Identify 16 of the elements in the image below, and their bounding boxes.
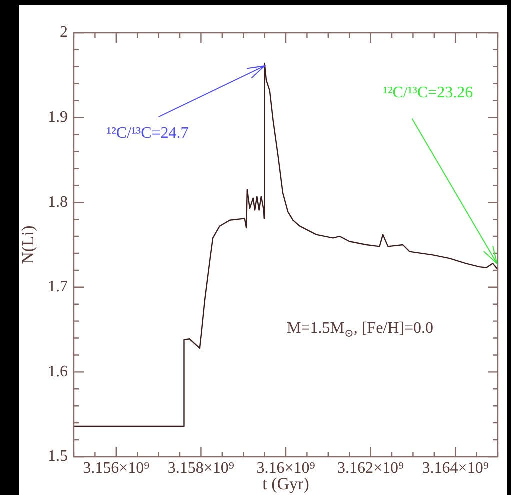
- x-tick-label: 3.164×10⁹: [422, 460, 490, 477]
- y-tick-label: 1.5: [48, 448, 68, 466]
- y-tick-label: 1.7: [48, 278, 68, 296]
- y-tick-label: 1.8: [48, 194, 68, 211]
- x-tick-label: 3.158×10⁹: [168, 460, 235, 477]
- x-tick-label: 3.162×10⁹: [337, 460, 405, 477]
- x-tick-label: 3.156×10⁹: [83, 460, 150, 477]
- annotation: ¹²C/¹³C=24.7: [106, 125, 189, 142]
- annotation: ¹²C/¹³C=23.26: [383, 84, 474, 102]
- x-axis-title: t (Gyr): [262, 474, 310, 494]
- x-tick-label: 3.16×10⁹: [256, 460, 316, 477]
- y-axis-title: N(Li): [18, 226, 38, 264]
- annotation: M=1.5M⊙, [Fe/H]=0.0: [287, 320, 434, 340]
- y-tick-label: 1.6: [48, 363, 68, 380]
- y-tick-label: 1.9: [48, 109, 68, 126]
- y-tick-label: 2: [60, 24, 68, 42]
